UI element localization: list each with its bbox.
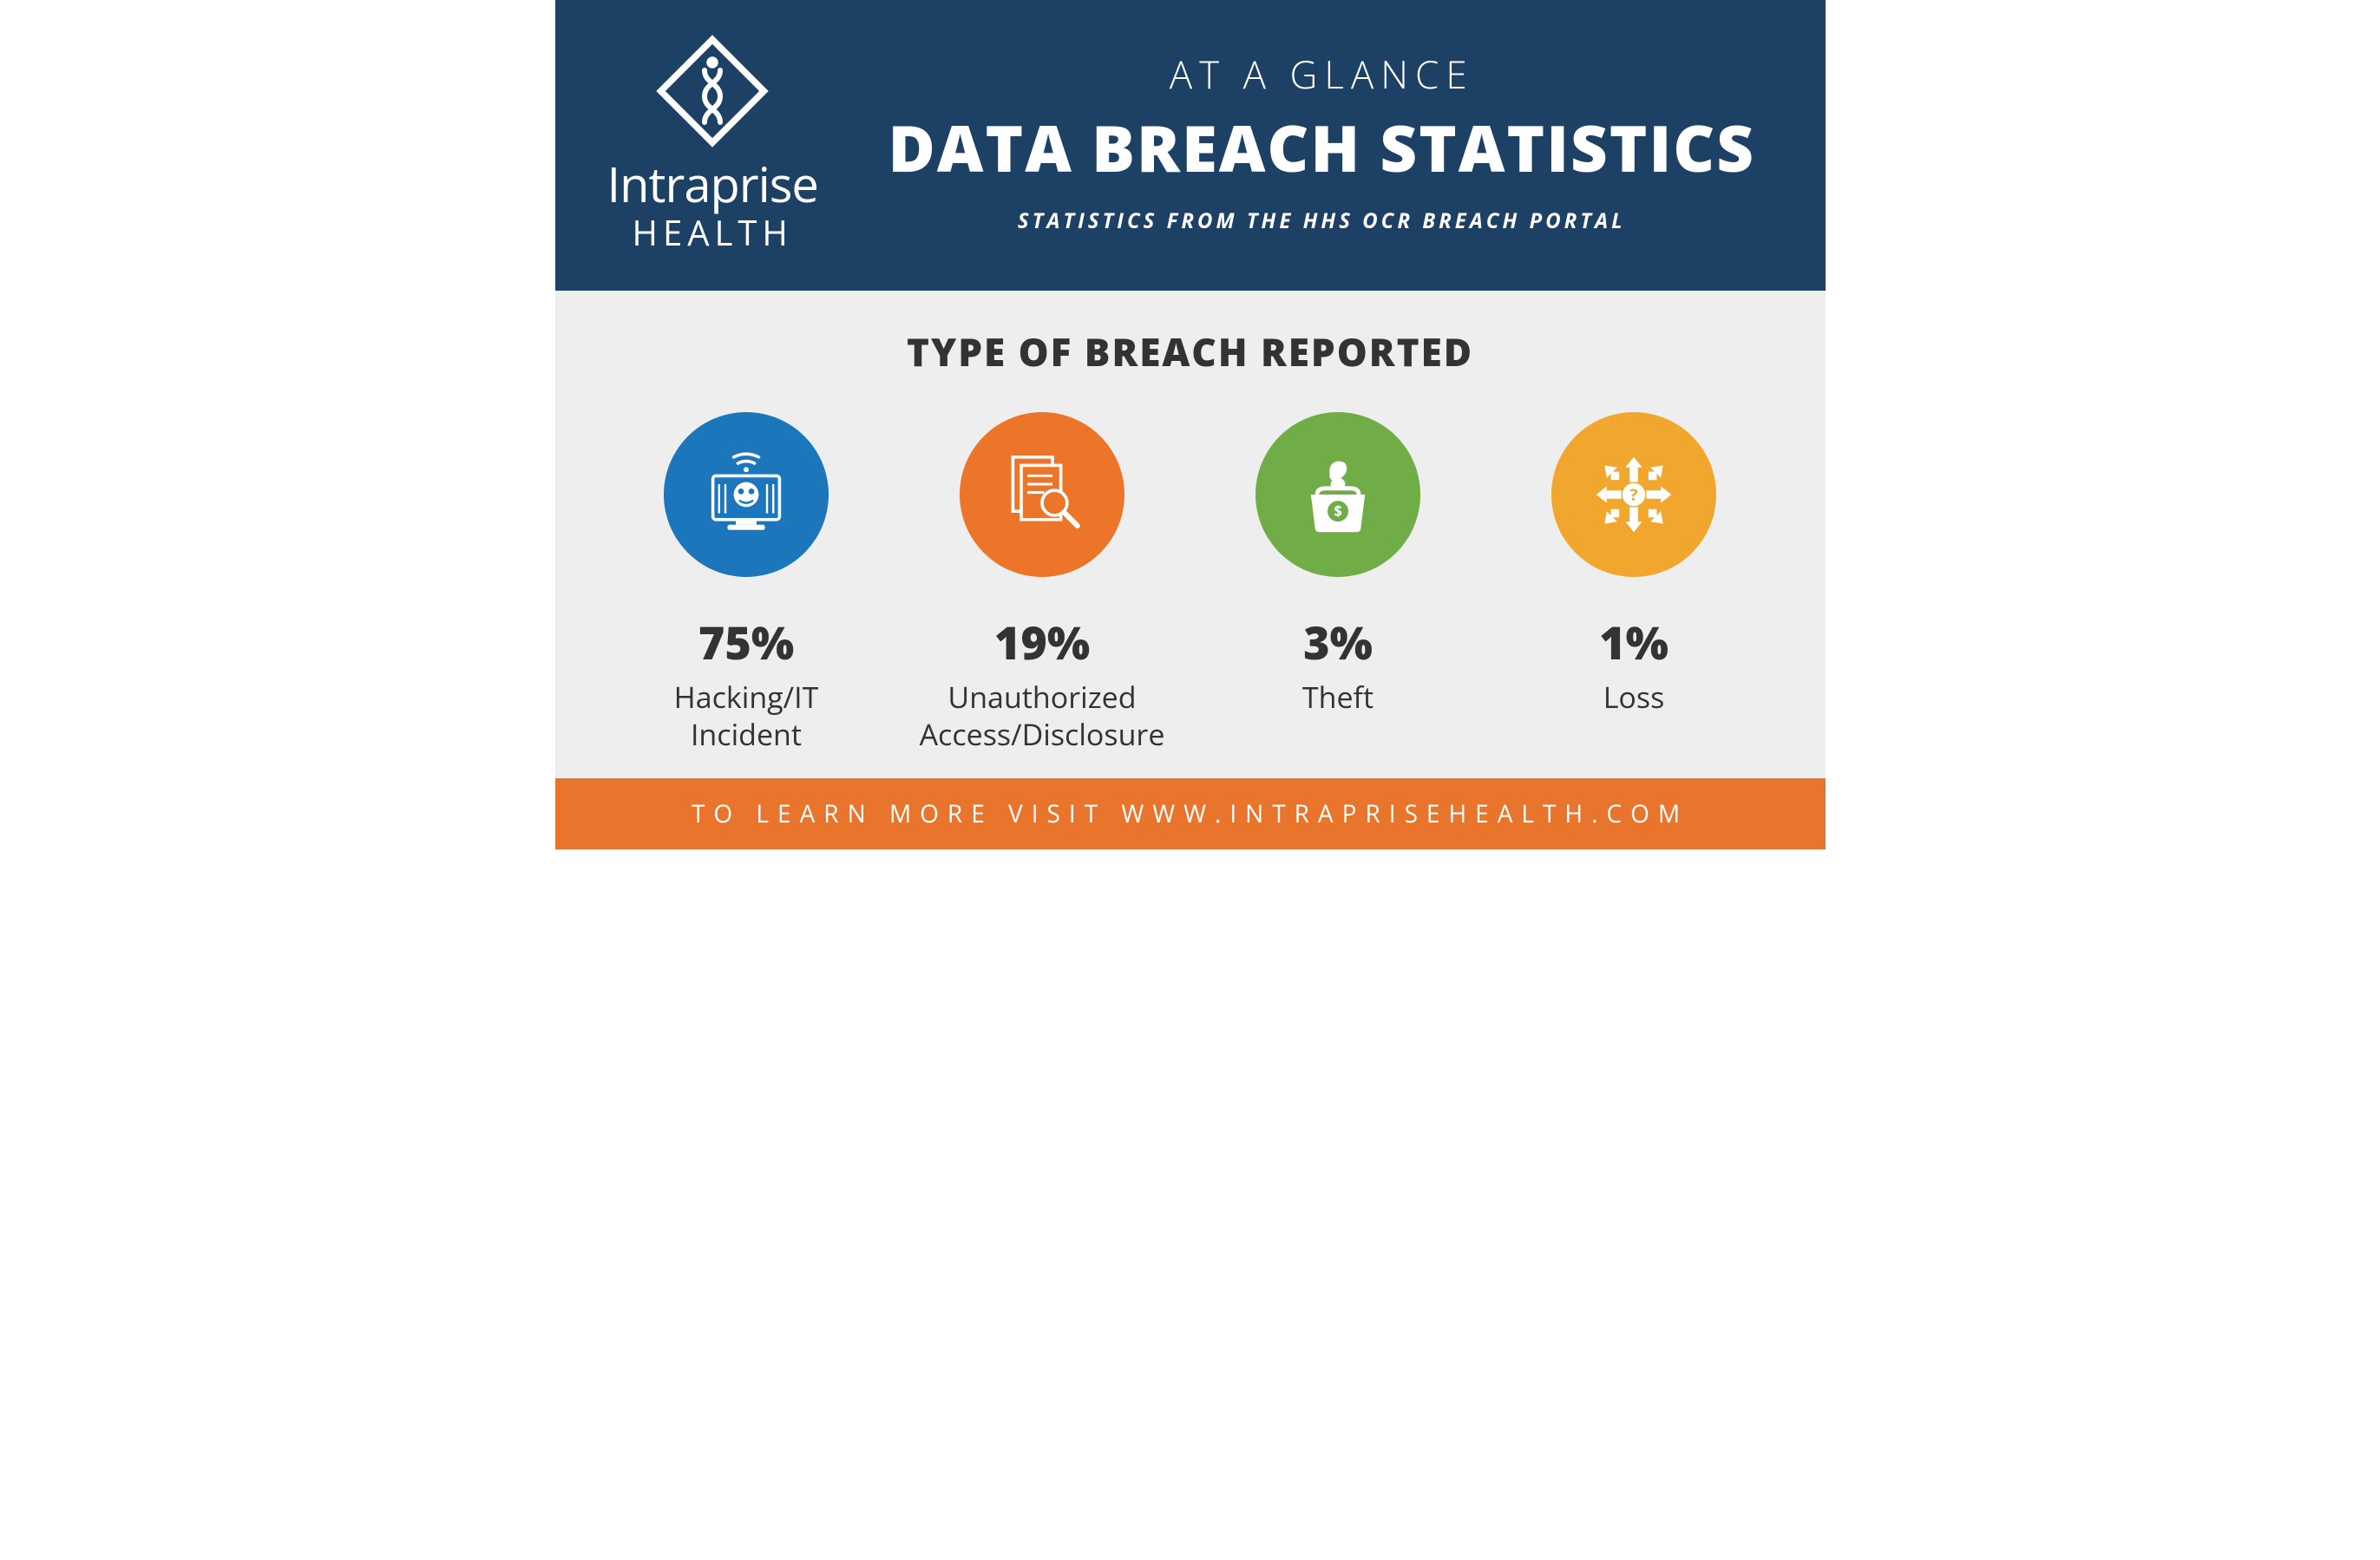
document-search-icon xyxy=(990,442,1094,547)
footer: TO LEARN MORE VISIT WWW.INTRAPRISEHEALTH… xyxy=(555,778,1826,849)
stat-theft: $ 3% Theft xyxy=(1208,412,1468,752)
infographic-container: Intraprise HEALTH AT A GLANCE DATA BREAC… xyxy=(555,0,1826,833)
stat-label: Theft xyxy=(1302,678,1374,716)
theft-icon: $ xyxy=(1286,442,1390,547)
svg-text:?: ? xyxy=(1629,482,1637,506)
stats-row: 75% Hacking/ITIncident 19% xyxy=(607,412,1774,752)
stat-label: Loss xyxy=(1603,678,1665,716)
hacking-icon-circle xyxy=(664,412,829,577)
stat-loss: ? xyxy=(1504,412,1764,752)
header-eyebrow: AT A GLANCE xyxy=(870,48,1774,100)
stat-value: 3% xyxy=(1303,612,1373,673)
stat-value: 19% xyxy=(994,612,1090,673)
logo-text-line1: Intraprise xyxy=(607,151,818,217)
svg-text:$: $ xyxy=(1334,501,1342,521)
stat-unauthorized: 19% UnauthorizedAccess/Disclosure xyxy=(912,412,1172,752)
stat-value: 75% xyxy=(698,612,794,673)
document-search-icon-circle xyxy=(960,412,1124,577)
dna-diamond-icon xyxy=(647,26,777,156)
brand-logo: Intraprise HEALTH xyxy=(607,26,818,256)
stat-label: UnauthorizedAccess/Disclosure xyxy=(920,678,1165,752)
stat-value: 1% xyxy=(1599,612,1669,673)
header-titles: AT A GLANCE DATA BREACH STATISTICS STATI… xyxy=(870,48,1774,235)
body-section: TYPE OF BREACH REPORTED xyxy=(555,291,1826,778)
stat-label: Hacking/ITIncident xyxy=(674,678,819,752)
header: Intraprise HEALTH AT A GLANCE DATA BREAC… xyxy=(555,0,1826,291)
header-title: DATA BREACH STATISTICS xyxy=(870,103,1774,191)
header-subtitle: STATISTICS FROM THE HHS OCR BREACH PORTA… xyxy=(870,206,1774,235)
footer-text: TO LEARN MORE VISIT WWW.INTRAPRISEHEALTH… xyxy=(692,797,1688,830)
loss-arrows-icon-circle: ? xyxy=(1551,412,1716,577)
stat-hacking: 75% Hacking/ITIncident xyxy=(616,412,876,752)
loss-arrows-icon: ? xyxy=(1582,442,1686,547)
theft-icon-circle: $ xyxy=(1256,412,1420,577)
section-title: TYPE OF BREACH REPORTED xyxy=(907,325,1473,377)
hacking-icon xyxy=(694,442,798,547)
logo-text-line2: HEALTH xyxy=(632,208,792,256)
